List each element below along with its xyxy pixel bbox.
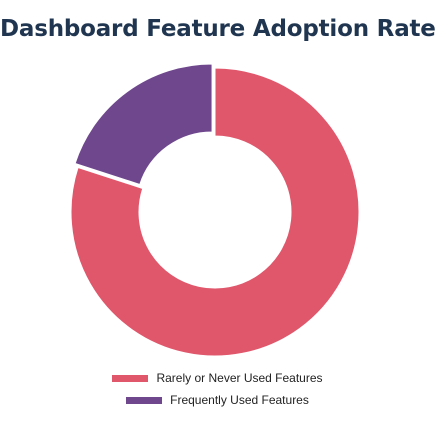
- donut-slice-frequently-used-features[interactable]: [74, 63, 213, 186]
- legend-item-rarely-used[interactable]: Rarely or Never Used Features: [0, 367, 435, 389]
- legend-item-frequently-used[interactable]: Frequently Used Features: [0, 389, 435, 411]
- legend: Rarely or Never Used Features Frequently…: [0, 367, 435, 411]
- legend-label-rarely-used: Rarely or Never Used Features: [156, 371, 323, 385]
- legend-swatch-rarely-used: [112, 374, 149, 382]
- legend-label-frequently-used: Frequently Used Features: [170, 393, 309, 407]
- chart-title: Dashboard Feature Adoption Rate: [0, 16, 435, 42]
- donut-slice-rarely-or-never-used-features[interactable]: [70, 67, 360, 357]
- legend-swatch-frequently-used: [126, 396, 163, 404]
